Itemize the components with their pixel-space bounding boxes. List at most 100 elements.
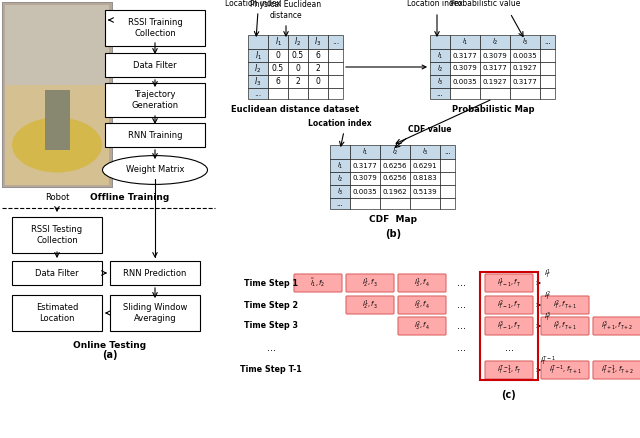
Bar — [480, 75, 510, 88]
Bar — [430, 75, 450, 88]
Text: RSSI Testing
Collection: RSSI Testing Collection — [31, 225, 83, 245]
Text: Physical Euclidean
distance: Physical Euclidean distance — [250, 0, 321, 20]
Text: $l_3$: $l_3$ — [422, 147, 428, 157]
Bar — [350, 145, 380, 159]
Bar — [308, 75, 328, 88]
Text: Time Step 2: Time Step 2 — [244, 300, 298, 310]
Text: $l_1$: $l_1$ — [461, 37, 468, 47]
Bar — [330, 185, 350, 198]
Text: Time Step T-1: Time Step T-1 — [240, 365, 302, 374]
Text: ...: ... — [458, 300, 467, 310]
Text: ...: ... — [266, 343, 275, 353]
Text: Trajectory
Generation: Trajectory Generation — [131, 90, 179, 110]
Bar — [410, 185, 440, 198]
Text: 0.3177: 0.3177 — [452, 53, 477, 59]
Text: RNN Training: RNN Training — [128, 131, 182, 139]
Text: 0.3079: 0.3079 — [353, 176, 378, 181]
Bar — [430, 88, 450, 99]
Text: $l_3$: $l_3$ — [522, 37, 529, 47]
Text: Estimated
Location: Estimated Location — [36, 303, 78, 323]
Text: Data Filter: Data Filter — [133, 60, 177, 70]
Bar — [450, 49, 480, 62]
Text: ...: ... — [444, 149, 451, 155]
Text: Location index: Location index — [225, 0, 281, 7]
Text: $l^3_T$: $l^3_T$ — [545, 311, 552, 324]
Ellipse shape — [102, 155, 207, 184]
Text: RSSI Training
Collection: RSSI Training Collection — [127, 18, 182, 38]
Text: 2: 2 — [296, 77, 300, 86]
Bar — [248, 49, 268, 62]
Text: ...: ... — [544, 39, 551, 45]
FancyBboxPatch shape — [485, 361, 533, 379]
Text: $l_1$: $l_1$ — [255, 49, 262, 62]
Text: Location index: Location index — [407, 0, 463, 7]
Text: $l_2$: $l_2$ — [337, 173, 343, 184]
Bar — [12, 217, 102, 253]
Text: $l^2_{T-1},f_T$: $l^2_{T-1},f_T$ — [497, 298, 521, 312]
Bar — [430, 49, 450, 62]
Bar — [12, 295, 102, 331]
Text: $l_1$: $l_1$ — [436, 50, 444, 60]
Bar — [248, 75, 268, 88]
Bar — [268, 49, 288, 62]
Text: 0: 0 — [276, 51, 280, 60]
Bar — [288, 75, 308, 88]
Bar — [430, 62, 450, 75]
Text: $l_3$: $l_3$ — [314, 36, 321, 48]
Text: 0.1962: 0.1962 — [383, 188, 407, 194]
Bar — [328, 35, 343, 49]
Text: $l^1_3,f_4$: $l^1_3,f_4$ — [414, 276, 430, 290]
Text: Time Step 1: Time Step 1 — [244, 279, 298, 287]
FancyBboxPatch shape — [398, 317, 446, 335]
Bar — [110, 295, 200, 331]
Text: $l_2$: $l_2$ — [255, 62, 262, 75]
Text: $l_2$: $l_2$ — [436, 64, 444, 74]
Bar — [268, 75, 288, 88]
Bar — [268, 35, 288, 49]
Bar — [288, 49, 308, 62]
Text: Probabilistic Map: Probabilistic Map — [452, 105, 534, 113]
Text: ...: ... — [458, 343, 467, 353]
Text: $l^{T-1}_T,f_{T+1}$: $l^{T-1}_T,f_{T+1}$ — [548, 364, 581, 377]
Text: Probabilistic value: Probabilistic value — [450, 0, 520, 7]
Bar — [450, 75, 480, 88]
Text: $l_1$: $l_1$ — [337, 160, 343, 170]
Text: ...: ... — [504, 343, 513, 353]
Bar — [308, 88, 328, 99]
Bar — [2, 2, 112, 187]
Text: 0: 0 — [296, 64, 300, 73]
Bar — [410, 159, 440, 172]
Bar — [440, 159, 455, 172]
Text: $l^2_T,f_{T+1}$: $l^2_T,f_{T+1}$ — [553, 298, 577, 312]
Bar — [430, 35, 450, 49]
Bar — [248, 88, 268, 99]
Text: $l_1$: $l_1$ — [362, 147, 368, 157]
Text: $l^{T-1}_{T+1},f_{T+2}$: $l^{T-1}_{T+1},f_{T+2}$ — [600, 364, 634, 377]
Bar — [410, 172, 440, 185]
Bar — [328, 49, 343, 62]
Text: $\tilde{l}_1,f_2$: $\tilde{l}_1,f_2$ — [310, 277, 326, 289]
Bar — [350, 172, 380, 185]
Bar — [288, 35, 308, 49]
Text: $l^3_{T-1},f_T$: $l^3_{T-1},f_T$ — [497, 319, 521, 332]
Ellipse shape — [12, 117, 102, 173]
Text: $l^1_2,f_3$: $l^1_2,f_3$ — [362, 298, 378, 312]
Bar — [440, 185, 455, 198]
Text: Offline Training: Offline Training — [90, 194, 170, 202]
Text: 0.3079: 0.3079 — [452, 66, 477, 71]
Bar — [450, 62, 480, 75]
Text: $l^1_T$: $l^1_T$ — [545, 267, 552, 281]
Text: (a): (a) — [102, 350, 118, 360]
Bar — [380, 198, 410, 209]
Bar — [308, 49, 328, 62]
Bar — [510, 49, 540, 62]
Text: (c): (c) — [502, 390, 516, 400]
FancyBboxPatch shape — [593, 361, 640, 379]
Text: $l^2_3,f_4$: $l^2_3,f_4$ — [414, 319, 430, 332]
Text: Location index: Location index — [308, 119, 372, 127]
Bar — [268, 88, 288, 99]
Text: $l_3$: $l_3$ — [436, 76, 444, 87]
Bar — [450, 35, 480, 49]
Text: RNN Prediction: RNN Prediction — [124, 268, 187, 278]
Bar — [440, 145, 455, 159]
